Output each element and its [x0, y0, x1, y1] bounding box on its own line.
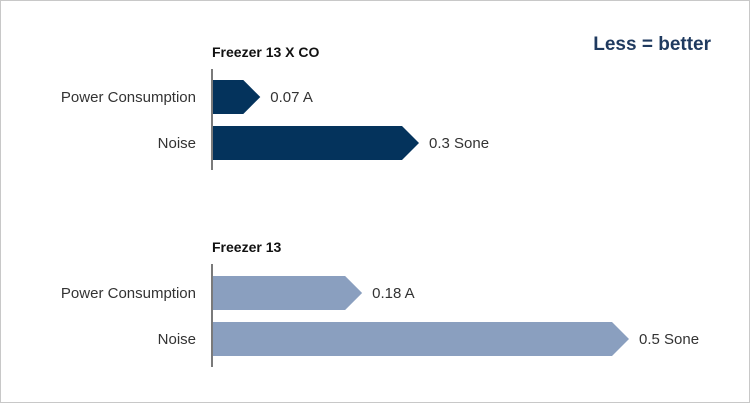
- category-label: Noise: [158, 331, 196, 348]
- data-label: 0.5 Sone: [639, 331, 699, 348]
- data-label: 0.18 A: [372, 285, 415, 302]
- bar-noise: [213, 126, 419, 160]
- bar-power-consumption: [213, 276, 363, 310]
- category-label: Power Consumption: [61, 89, 196, 106]
- category-label: Noise: [158, 135, 196, 152]
- data-label: 0.3 Sone: [429, 135, 489, 152]
- data-label: 0.07 A: [270, 89, 313, 106]
- category-label: Power Consumption: [61, 285, 196, 302]
- bar-noise: [213, 322, 629, 356]
- group-title: Freezer 13: [212, 239, 281, 255]
- bar-power-consumption: [213, 80, 261, 114]
- group-title: Freezer 13 X CO: [212, 44, 319, 60]
- less-is-better-note: Less = better: [593, 34, 711, 55]
